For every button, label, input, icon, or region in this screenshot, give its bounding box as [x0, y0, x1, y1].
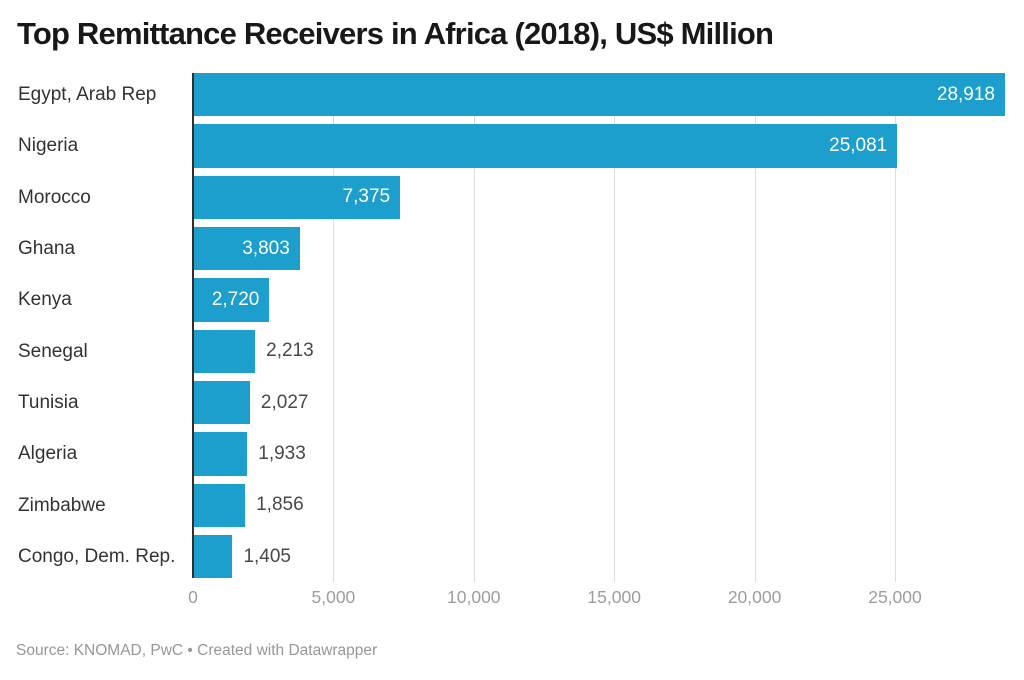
category-label: Morocco [18, 186, 91, 208]
category-label: Tunisia [18, 392, 79, 414]
category-label: Senegal [18, 340, 88, 362]
bar-row: Congo, Dem. Rep. 1,405 [0, 535, 1005, 586]
bar: 2,027 [193, 381, 308, 425]
category-label: Kenya [18, 289, 72, 311]
category-label: Zimbabwe [18, 494, 106, 516]
category-label: Algeria [18, 443, 78, 465]
x-axis-gridline [473, 73, 475, 582]
bar-row: Zimbabwe 1,856 [0, 483, 1005, 535]
bar: 3,803 [193, 227, 300, 271]
bar: 2,213 [193, 329, 314, 374]
category-label: Ghana [18, 238, 76, 260]
category-label: Nigeria [18, 135, 79, 157]
y-axis-line [191, 73, 194, 578]
bar-row: Tunisia 2,027 [0, 381, 1005, 432]
bar: 1,856 [193, 483, 304, 528]
bar-row: Algeria 1,933 [0, 432, 1005, 483]
bar-track: 28,918 [193, 73, 1005, 117]
x-axis-gridline [333, 73, 335, 582]
value-label: 28,918 [936, 83, 995, 105]
value-label: 25,081 [829, 134, 888, 156]
bar-rows: Egypt, Arab Rep 28,918 Nigeria 25,081 Mo… [0, 73, 1005, 586]
bar-row: Morocco 7,375 [0, 175, 1005, 227]
bar-track: 1,933 [193, 432, 1005, 476]
bar-row: Nigeria 25,081 [0, 124, 1005, 175]
footer-source: Source: KNOMAD, PwC • Created with Dataw… [16, 642, 378, 659]
value-label: 2,027 [260, 391, 309, 413]
value-label: 3,803 [242, 237, 290, 259]
plot-area [193, 73, 1005, 582]
bar-row: Kenya 2,720 [0, 278, 1005, 329]
bar-track: 3,803 [193, 227, 1005, 271]
x-axis: 0 5,000 10,000 15,000 20,000 25,000 [188, 587, 1005, 609]
value-label: 1,405 [243, 545, 291, 567]
x-tick-label: 20,000 [727, 587, 782, 607]
value-label: 2,213 [266, 340, 314, 362]
bar-track: 1,405 [193, 535, 1005, 579]
bar-row: Senegal 2,213 [0, 329, 1005, 381]
bar-track: 2,720 [193, 278, 1005, 322]
value-label: 2,720 [211, 289, 260, 311]
bar: 7,375 [193, 175, 401, 219]
x-axis-gridline [754, 73, 756, 582]
category-label: Egypt, Arab Rep [18, 84, 157, 105]
bar: 1,405 [193, 535, 291, 579]
x-tick-label: 0 [188, 587, 198, 607]
x-tick-label: 25,000 [868, 587, 922, 607]
bar-track: 2,027 [193, 381, 1005, 425]
x-tick-label: 5,000 [311, 587, 356, 607]
x-tick-label: 10,000 [447, 587, 501, 607]
x-tick-label: 15,000 [587, 587, 641, 607]
bar-track: 25,081 [193, 124, 1005, 168]
value-label: 1,856 [256, 494, 304, 516]
bar: 28,918 [193, 73, 1005, 117]
bar-track: 2,213 [193, 329, 1005, 374]
category-label: Congo, Dem. Rep. [18, 546, 176, 568]
value-label: 7,375 [342, 186, 391, 208]
bar: 2,720 [193, 278, 270, 322]
bar: 1,933 [193, 432, 306, 476]
bar-track: 7,375 [193, 175, 1005, 219]
x-axis-gridline [614, 73, 616, 582]
bar-row: Egypt, Arab Rep 28,918 [0, 73, 1005, 124]
value-label: 1,933 [258, 443, 306, 465]
bar-track: 1,856 [193, 483, 1005, 528]
x-axis-gridline [894, 73, 896, 582]
chart-title: Top Remittance Receivers in Africa (2018… [17, 16, 774, 51]
bar-row: Ghana 3,803 [0, 227, 1005, 278]
bar: 25,081 [193, 124, 898, 168]
